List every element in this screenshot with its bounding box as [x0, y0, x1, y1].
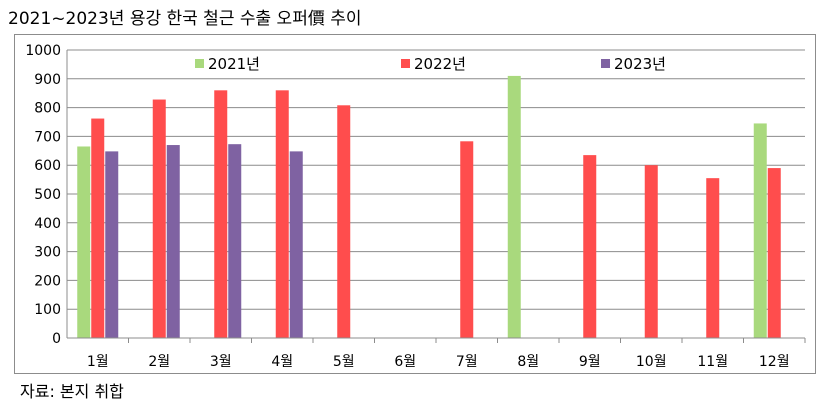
y-tick-label: 0 — [52, 331, 61, 347]
legend-swatch — [195, 59, 204, 68]
x-tick-label: 1월 — [87, 354, 109, 370]
x-tick-label: 9월 — [579, 354, 601, 370]
source-note: 자료: 본지 취합 — [20, 382, 124, 401]
x-tick-label: 8월 — [517, 354, 539, 370]
chart-title: 2021~2023년 용강 한국 철근 수출 오퍼價 추이 — [8, 9, 362, 29]
bar-2021년-8월 — [507, 75, 521, 339]
x-tick-label: 7월 — [456, 354, 478, 370]
y-tick-label: 200 — [34, 273, 61, 289]
y-tick-label: 1000 — [25, 43, 61, 59]
legend-label: 2021년 — [208, 55, 260, 73]
legend-item: 2021년 — [195, 55, 260, 73]
y-tick-label: 600 — [34, 158, 61, 174]
legend-label: 2022년 — [414, 55, 466, 73]
bar-2022년-5월 — [337, 105, 351, 339]
y-tick-label: 500 — [34, 187, 61, 203]
x-tick-label: 5월 — [333, 354, 355, 370]
legend-label: 2023년 — [614, 55, 666, 73]
x-tick-label: 11월 — [697, 354, 728, 370]
bar-2022년-12월 — [767, 168, 781, 338]
bar-2022년-3월 — [214, 90, 228, 338]
bar-2022년-10월 — [644, 165, 658, 338]
bar-2022년-11월 — [706, 178, 720, 338]
bar-2023년-1월 — [105, 151, 119, 338]
bar-2022년-7월 — [460, 141, 474, 338]
y-tick-label: 800 — [34, 101, 61, 117]
bar-2023년-3월 — [228, 144, 242, 338]
legend: 2021년 2022년 2023년 — [195, 55, 666, 73]
bars — [77, 75, 781, 339]
legend-item: 2022년 — [401, 55, 466, 73]
gridlines — [67, 49, 805, 339]
y-tick-label: 900 — [34, 72, 61, 88]
bar-2021년-1월 — [77, 146, 91, 338]
bar-2021년-12월 — [753, 123, 767, 338]
y-tick-label: 100 — [34, 302, 61, 318]
chart-area: 0 100 200 300 400 500 600 700 800 900 1000 1월 2월 3월 4월… — [14, 34, 816, 374]
axes: 0 100 200 300 400 500 600 700 800 900 1000 1월 2월 3월 4월… — [25, 43, 806, 370]
bar-chart: 0 100 200 300 400 500 600 700 800 900 1000 1월 2월 3월 4월… — [25, 43, 806, 370]
y-tick-label: 300 — [34, 245, 61, 261]
legend-swatch — [601, 59, 610, 68]
bar-2023년-2월 — [166, 145, 180, 338]
y-tick-label: 700 — [34, 129, 61, 145]
bar-2022년-9월 — [583, 155, 597, 338]
x-tick-label: 6월 — [394, 354, 416, 370]
x-tick-label: 10월 — [636, 354, 667, 370]
bar-2022년-1월 — [91, 118, 105, 338]
x-tick-label: 3월 — [210, 354, 232, 370]
x-tick-label: 12월 — [759, 354, 790, 370]
legend-item: 2023년 — [601, 55, 666, 73]
x-tick-label: 2월 — [148, 354, 170, 370]
legend-swatch — [401, 59, 410, 68]
y-tick-label: 400 — [34, 216, 61, 232]
x-tick-label: 4월 — [271, 354, 293, 370]
bar-2023년-4월 — [289, 151, 303, 338]
bar-2022년-4월 — [275, 90, 289, 338]
bar-2022년-2월 — [152, 99, 166, 338]
